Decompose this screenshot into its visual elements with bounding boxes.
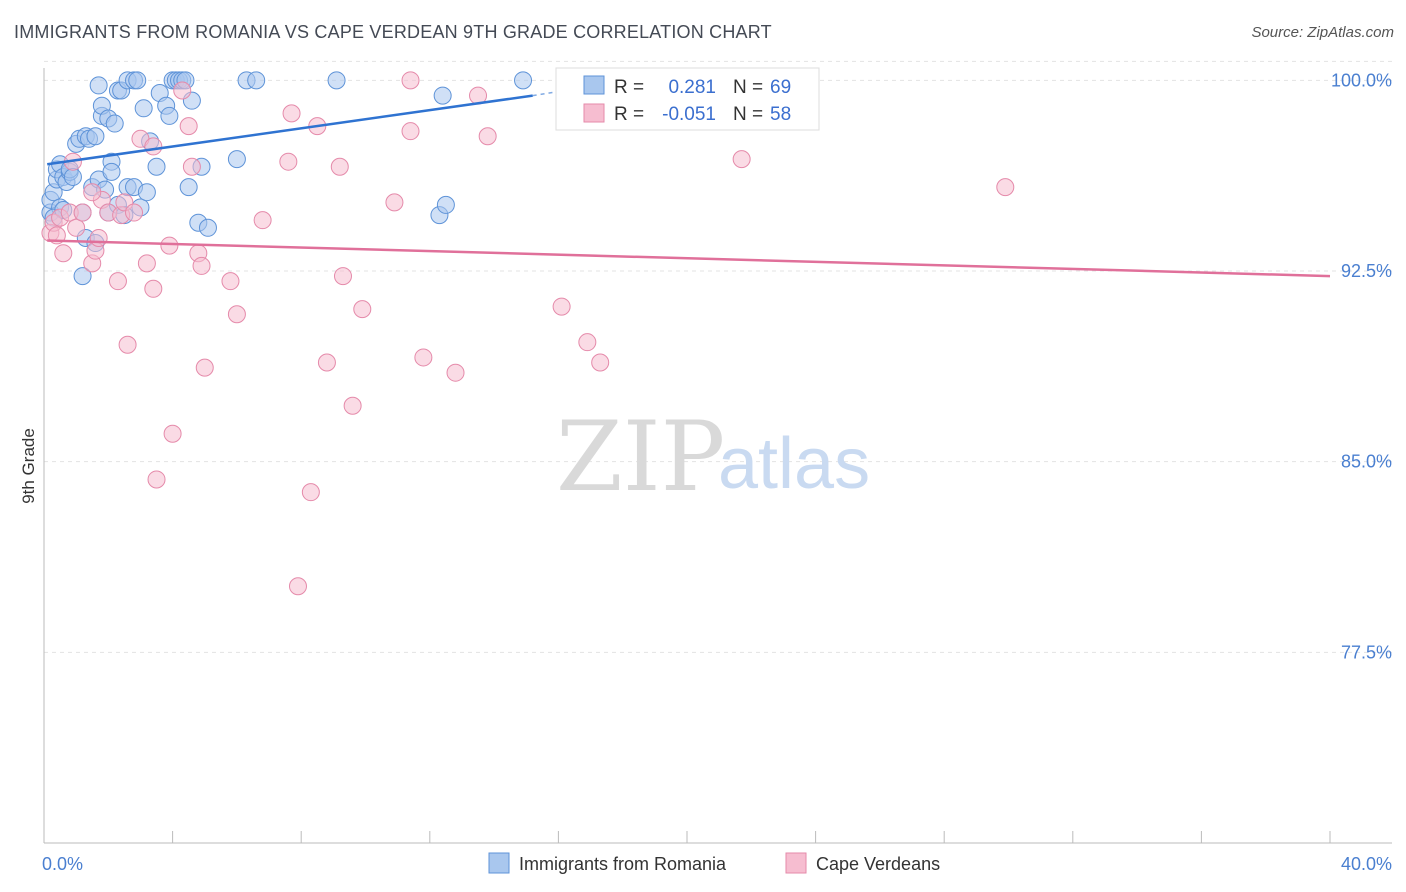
- chart-title: IMMIGRANTS FROM ROMANIA VS CAPE VERDEAN …: [14, 22, 772, 42]
- cape-point: [401, 122, 420, 141]
- cape-point: [385, 193, 404, 212]
- y-tick-label: 85.0%: [1341, 452, 1392, 472]
- cape-point: [578, 333, 597, 352]
- stats-cape-r: -0.051: [662, 104, 716, 125]
- romania-point: [86, 127, 105, 146]
- romania-point: [73, 267, 92, 286]
- cape-point: [414, 348, 433, 367]
- cape-point: [73, 203, 92, 222]
- cape-point: [195, 358, 214, 377]
- cape-point: [182, 157, 201, 176]
- legend: Immigrants from Romania Cape Verdeans: [488, 852, 940, 874]
- x-tick-label: 0.0%: [42, 854, 83, 874]
- romania-point: [514, 71, 533, 90]
- stats-romania-n-label: N =: [733, 77, 763, 98]
- y-axis-label: 9th Grade: [19, 428, 38, 504]
- cape-point: [353, 300, 372, 319]
- legend-cape-swatch: [785, 852, 807, 874]
- y-tick-labels: 100.0% 92.5% 85.0% 77.5%: [1331, 70, 1392, 662]
- cape-trend-line: [47, 239, 1331, 278]
- cape-point: [89, 228, 108, 247]
- cape-point: [160, 236, 179, 255]
- cape-point: [163, 424, 182, 443]
- cape-point: [478, 127, 497, 146]
- stats-cape-n: 58: [770, 104, 791, 125]
- y-tick-label: 77.5%: [1341, 642, 1392, 662]
- romania-point: [137, 183, 156, 202]
- cape-point: [552, 297, 571, 316]
- cape-point: [279, 152, 298, 171]
- romania-point: [198, 218, 217, 237]
- cape-point: [144, 279, 163, 298]
- romania-point: [63, 167, 82, 186]
- cape-point: [253, 211, 272, 230]
- watermark-zip: ZIP: [556, 401, 725, 513]
- stats-romania-r: 0.281: [668, 77, 716, 98]
- cape-point: [144, 137, 163, 156]
- cape-point: [732, 150, 751, 169]
- stats-cape-r-label: R =: [614, 104, 644, 125]
- y-tick-label: 100.0%: [1331, 70, 1392, 90]
- cape-point: [173, 81, 192, 100]
- y-tick-label: 92.5%: [1341, 261, 1392, 281]
- cape-point: [446, 363, 465, 382]
- stats-romania-swatch: [583, 75, 605, 95]
- legend-cape-label: Cape Verdeans: [816, 854, 940, 874]
- x-tick-labels: 0.0% 40.0%: [42, 854, 1392, 874]
- romania-point: [433, 86, 452, 105]
- cape-point: [67, 218, 86, 237]
- cape-point: [401, 71, 420, 90]
- romania-point: [247, 71, 266, 90]
- romania-point: [160, 106, 179, 125]
- romania-point: [134, 99, 153, 118]
- cape-point: [343, 396, 362, 415]
- cape-point: [330, 157, 349, 176]
- stats-romania-r-label: R =: [614, 77, 644, 98]
- romania-point: [147, 157, 166, 176]
- cape-point: [221, 272, 240, 291]
- cape-points: [41, 71, 1015, 596]
- cape-point: [179, 117, 198, 136]
- cape-point: [591, 353, 610, 372]
- cape-point: [282, 104, 301, 123]
- stats-romania-n: 69: [770, 77, 791, 98]
- grid-lines: [44, 60, 1392, 653]
- romania-point: [102, 162, 121, 181]
- romania-point: [436, 195, 455, 214]
- romania-point: [327, 71, 346, 90]
- cape-point: [108, 272, 127, 291]
- cape-point: [118, 335, 137, 354]
- stats-cape-n-label: N =: [733, 104, 763, 125]
- stats-box: R = 0.281 N = 69 R = -0.051 N = 58: [555, 67, 820, 131]
- cape-point: [288, 577, 307, 596]
- romania-point: [89, 76, 108, 95]
- legend-romania-label: Immigrants from Romania: [519, 854, 727, 874]
- stats-cape-swatch: [583, 103, 605, 123]
- watermark-atlas: atlas: [718, 424, 870, 504]
- romania-point: [128, 71, 147, 90]
- legend-romania-swatch: [488, 852, 510, 874]
- cape-point: [301, 483, 320, 502]
- cape-point: [227, 305, 246, 324]
- source-label: Source: ZipAtlas.com: [1251, 24, 1394, 41]
- romania-point: [105, 114, 124, 133]
- romania-trend-line: [47, 94, 533, 166]
- cape-point: [333, 267, 352, 286]
- cape-point: [996, 178, 1015, 197]
- cape-point: [137, 254, 156, 273]
- cape-point: [147, 470, 166, 489]
- cape-point: [317, 353, 336, 372]
- romania-point: [227, 150, 246, 169]
- cape-point: [192, 256, 211, 275]
- romania-point: [179, 178, 198, 197]
- cape-point: [83, 183, 102, 202]
- cape-point: [125, 203, 144, 222]
- cape-point: [54, 244, 73, 263]
- x-tick-label: 40.0%: [1341, 854, 1392, 874]
